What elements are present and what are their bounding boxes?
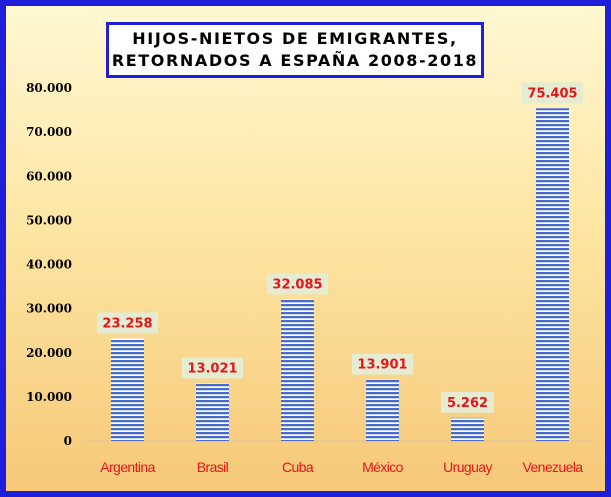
bars bbox=[111, 108, 569, 441]
data-labels: 23.258 13.021 32.085 13.901 5.262 75.405 bbox=[96, 82, 584, 413]
data-label-box bbox=[181, 357, 244, 379]
bar-mxico bbox=[366, 379, 399, 441]
bar-cuba bbox=[281, 299, 314, 441]
data-label-box bbox=[521, 82, 584, 104]
x-tick-label: Cuba bbox=[282, 459, 314, 475]
chart-title: HIJOS-NIETOS DE EMIGRANTES, RETORNADOS A… bbox=[106, 22, 484, 78]
y-axis: 0 10.000 20.000 30.000 40.000 50.000 60.000 70.… bbox=[26, 81, 72, 448]
data-label-box bbox=[96, 312, 159, 334]
data-label-box bbox=[351, 353, 414, 375]
bar-venezuela bbox=[536, 108, 569, 441]
y-tick-label: 60.000 bbox=[26, 169, 72, 183]
y-tick-label: 30.000 bbox=[26, 302, 72, 316]
bar-argentina bbox=[111, 338, 144, 441]
bar-uruguay bbox=[451, 417, 484, 441]
y-tick-label: 50.000 bbox=[26, 213, 72, 227]
x-axis: Argentina Brasil Cuba México Uruguay Venezuel… bbox=[85, 440, 595, 475]
y-tick-label: 70.000 bbox=[26, 125, 72, 139]
data-label: 75.405 bbox=[527, 86, 577, 101]
chart-title-line-2: RETORNADOS A ESPAÑA 2008-2018 bbox=[111, 51, 479, 70]
data-label: 23.258 bbox=[102, 316, 152, 331]
y-tick-label: 0 bbox=[64, 434, 72, 448]
data-label-box bbox=[441, 391, 494, 413]
data-label: 13.901 bbox=[357, 358, 407, 373]
data-label: 13.021 bbox=[187, 362, 237, 377]
y-tick-label: 40.000 bbox=[26, 258, 72, 272]
data-label: 5.262 bbox=[447, 396, 488, 411]
x-tick-label: Uruguay bbox=[443, 459, 492, 475]
x-tick-label: Venezuela bbox=[523, 459, 584, 475]
x-tick-label: México bbox=[362, 459, 404, 475]
data-label: 32.085 bbox=[272, 277, 322, 292]
data-label-box bbox=[266, 273, 329, 295]
chart-title-line-1: HIJOS-NIETOS DE EMIGRANTES, bbox=[132, 29, 458, 48]
x-tick-label: Argentina bbox=[100, 459, 155, 475]
y-tick-label: 10.000 bbox=[26, 390, 72, 404]
y-tick-label: 80.000 bbox=[26, 81, 72, 95]
x-tick-label: Brasil bbox=[197, 459, 229, 475]
bar-brasil bbox=[196, 383, 229, 441]
y-tick-label: 20.000 bbox=[26, 346, 72, 360]
